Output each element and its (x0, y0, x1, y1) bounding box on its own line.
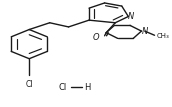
Text: O: O (92, 33, 99, 42)
Text: N: N (142, 27, 148, 36)
Text: CH₃: CH₃ (156, 33, 169, 39)
Text: Cl: Cl (59, 83, 67, 92)
Text: H: H (84, 83, 90, 92)
Text: N: N (128, 12, 134, 21)
Text: Cl: Cl (25, 80, 33, 89)
